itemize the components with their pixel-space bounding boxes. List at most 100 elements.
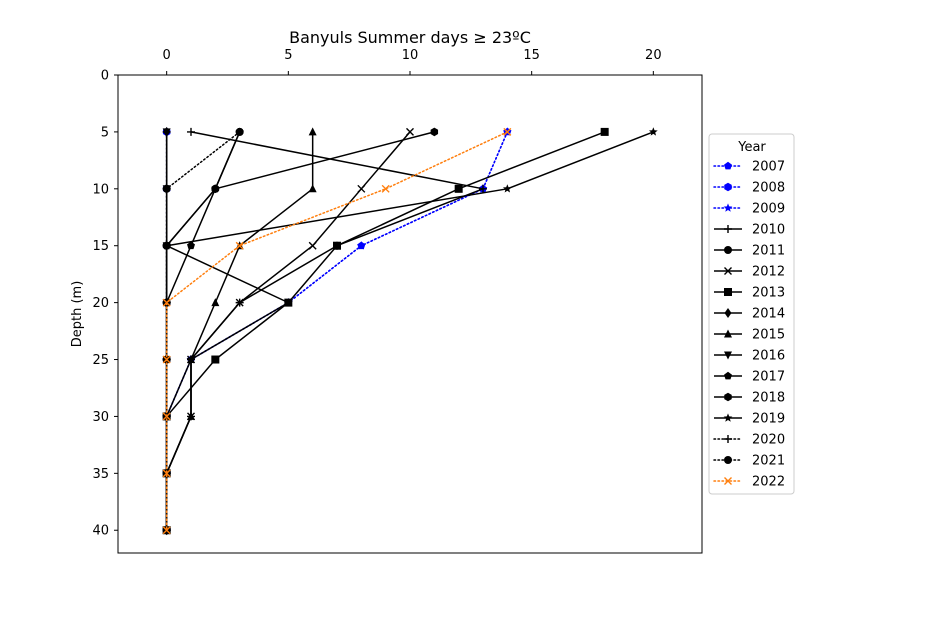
data-point <box>430 127 439 137</box>
x-tick-label: 0 <box>163 48 171 63</box>
legend-marker <box>723 203 733 212</box>
plot-area: 0 5 10 15 20 0 5 10 15 20 25 30 35 40 <box>92 48 703 554</box>
data-point <box>162 184 171 193</box>
chart-title: Banyuls Summer days ≥ 23ºC <box>289 28 531 47</box>
legend-marker <box>724 182 732 192</box>
data-point <box>162 127 171 136</box>
data-point <box>162 241 171 250</box>
legend-marker <box>724 329 732 338</box>
legend-label: 2010 <box>752 223 785 238</box>
legend-label: 2017 <box>752 370 785 385</box>
legend-label: 2015 <box>752 328 785 343</box>
series-2022 <box>162 127 512 535</box>
y-tick-label: 0 <box>101 69 109 84</box>
data-point <box>235 127 244 136</box>
y-tick-label: 40 <box>92 524 109 539</box>
data-point <box>162 355 171 364</box>
legend-entry-2013: 2013 <box>714 286 785 301</box>
legend-label: 2007 <box>752 160 785 175</box>
legend-marker <box>724 351 732 360</box>
legend-entry-2015: 2015 <box>714 328 785 343</box>
data-point <box>187 241 195 250</box>
data-point <box>211 298 220 307</box>
legend-entry-2021: 2021 <box>713 454 785 469</box>
legend-entry-2018: 2018 <box>714 391 785 406</box>
data-point <box>235 241 244 250</box>
data-point <box>187 411 195 420</box>
data-point <box>283 298 293 307</box>
legend-label: 2009 <box>752 202 785 217</box>
data-point <box>308 184 317 193</box>
y-tick-label: 10 <box>92 182 109 197</box>
y-tick-label: 25 <box>92 353 109 368</box>
data-point <box>502 184 512 193</box>
series-line-2015 <box>165 131 314 531</box>
data-point <box>162 469 171 478</box>
x-tick-label: 10 <box>402 48 419 63</box>
series-line-2022 <box>165 131 509 531</box>
legend-label: 2016 <box>752 349 785 364</box>
legend-marker <box>724 435 732 443</box>
legend-entry-2014: 2014 <box>714 307 785 322</box>
data-point <box>406 127 414 136</box>
legend-entry-2012: 2012 <box>714 265 785 280</box>
legend-marker <box>724 371 732 380</box>
legend-marker <box>724 308 732 318</box>
y-tick-label: 20 <box>92 296 109 311</box>
series-2012 <box>162 127 414 535</box>
y-tick-label: 35 <box>92 467 109 482</box>
data-point <box>235 298 244 307</box>
legend-entry-2009: 2009 <box>713 202 785 217</box>
data-point <box>381 184 390 193</box>
legend-entry-2007: 2007 <box>713 160 785 175</box>
data-point <box>211 184 220 194</box>
series-line-2019 <box>165 131 654 531</box>
data-point <box>187 127 195 136</box>
legend-label: 2012 <box>752 265 785 280</box>
data-point <box>162 412 171 421</box>
series-line-2018 <box>165 131 435 531</box>
data-point <box>503 127 512 136</box>
legend-entry-2020: 2020 <box>713 433 785 448</box>
legend-label: 2014 <box>752 307 785 322</box>
series-2018 <box>162 127 439 535</box>
data-point <box>648 127 658 136</box>
legend-marker <box>724 456 732 464</box>
legend-label: 2018 <box>752 391 785 406</box>
legend-entry-2008: 2008 <box>713 181 785 196</box>
legend: Year 2007 2008 2009 2010 2011 2012 2013 2014 201… <box>708 133 795 495</box>
legend-entry-2019: 2019 <box>714 412 785 427</box>
legend-frame <box>708 133 795 495</box>
legend-entry-2022: 2022 <box>713 475 785 490</box>
legend-marker <box>724 161 732 170</box>
data-point <box>454 184 463 193</box>
legend-title: Year <box>737 140 766 155</box>
legend-label: 2021 <box>752 454 785 469</box>
x-tick-label: 15 <box>523 48 540 63</box>
series-2010 <box>162 127 487 535</box>
y-tick-label: 30 <box>92 410 109 425</box>
legend-entry-2011: 2011 <box>714 244 785 259</box>
y-axis-label: Depth (m) <box>70 281 85 348</box>
legend-marker <box>724 246 732 254</box>
legend-entry-2017: 2017 <box>714 370 785 385</box>
data-point <box>356 241 366 250</box>
legend-marker <box>723 413 733 422</box>
x-tick-label: 5 <box>284 48 292 63</box>
data-point <box>162 526 171 535</box>
data-point <box>186 354 196 364</box>
legend-entry-2016: 2016 <box>714 349 785 364</box>
legend-marker <box>724 288 732 296</box>
data-point <box>333 241 341 250</box>
data-point <box>211 355 220 364</box>
data-point <box>600 127 609 136</box>
legend-label: 2008 <box>752 181 785 196</box>
legend-label: 2011 <box>752 244 785 259</box>
data-point <box>308 241 317 250</box>
data-point <box>479 184 487 193</box>
legend-label: 2019 <box>752 412 785 427</box>
y-tick-label: 5 <box>101 125 109 140</box>
legend-marker <box>724 392 732 402</box>
